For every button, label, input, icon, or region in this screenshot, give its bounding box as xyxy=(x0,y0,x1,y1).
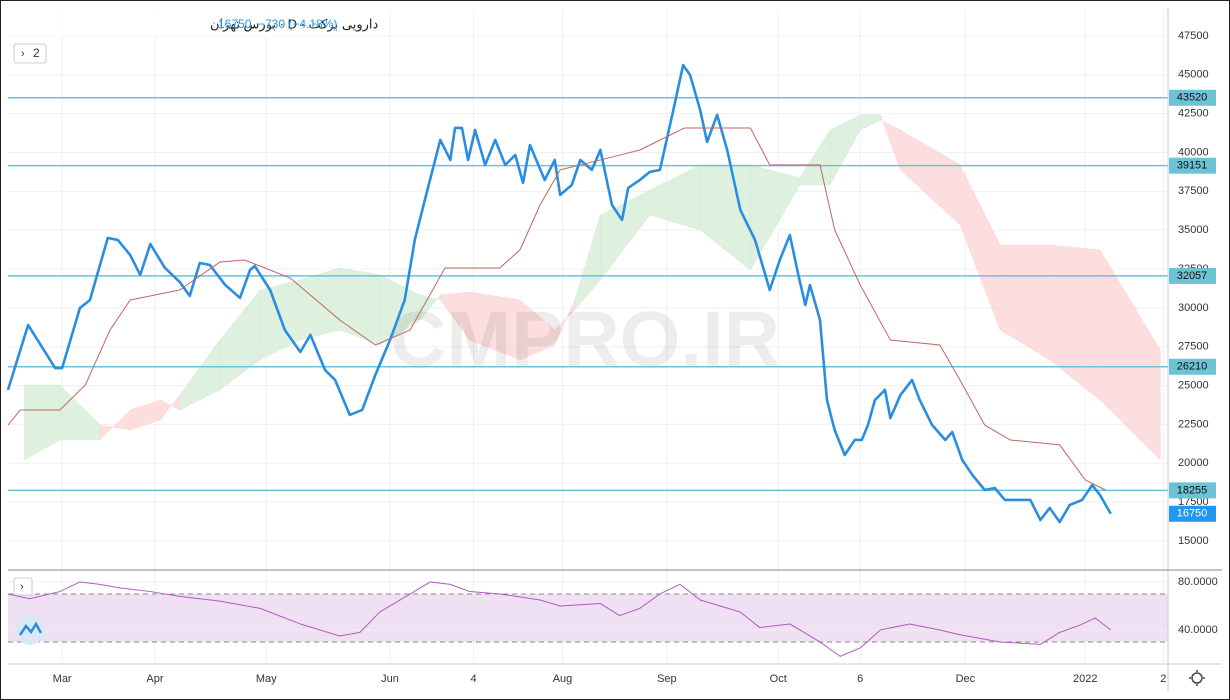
y-tick-label: 20000 xyxy=(1178,457,1209,469)
settings-icon-spokes xyxy=(1189,670,1205,686)
watermark: CMPRO.IR xyxy=(390,295,780,383)
level-tag xyxy=(1169,267,1216,284)
x-tick-label: Sep xyxy=(657,673,677,685)
y-tick-label: 27500 xyxy=(1178,341,1209,353)
y-tick-label: 47500 xyxy=(1178,30,1209,42)
last-price-tag xyxy=(1169,505,1216,522)
x-tick-label: Mar xyxy=(53,673,72,685)
chevron: › xyxy=(20,581,24,593)
x-tick-label: Apr xyxy=(146,673,163,685)
rsi-tick-label: 40.0000 xyxy=(1178,624,1218,636)
symbol-title: دارویی برکت · D · بورس تهران xyxy=(210,16,379,32)
y-tick-label: 37500 xyxy=(1178,185,1209,197)
indicator-toggle[interactable] xyxy=(13,43,47,64)
baseline xyxy=(7,127,1106,491)
y-tick-label: 25000 xyxy=(1178,379,1209,391)
rsi-toggle[interactable] xyxy=(13,577,33,596)
x-tick-label: May xyxy=(256,673,277,685)
x-tick-label: 4 xyxy=(470,673,476,685)
level-tag xyxy=(1169,482,1216,499)
x-tick-label: 2 xyxy=(1160,673,1166,685)
level-tag xyxy=(1169,89,1216,106)
level-label: 43520 xyxy=(1177,92,1208,104)
level-tag xyxy=(1169,157,1216,174)
x-tick-label: 6 xyxy=(857,673,863,685)
logo-mark xyxy=(18,621,43,636)
rsi-line xyxy=(7,581,1112,657)
x-tick-label: Aug xyxy=(553,673,573,685)
rsi-tick-label: 80.0000 xyxy=(1178,576,1218,588)
level-label: 39151 xyxy=(1177,160,1208,172)
settings-icon[interactable] xyxy=(1191,672,1203,684)
x-tick-label: Oct xyxy=(770,673,787,685)
y-tick-label: 42500 xyxy=(1178,108,1209,120)
y-tick-label: 22500 xyxy=(1178,418,1209,430)
price-line xyxy=(6,63,1112,524)
y-tick-label: 15000 xyxy=(1178,535,1209,547)
header-price: 16750 xyxy=(218,17,252,31)
cloud-segment xyxy=(300,267,341,341)
chevron: › xyxy=(21,48,25,60)
x-tick-label: Jun xyxy=(381,673,399,685)
y-tick-label: 30000 xyxy=(1178,302,1209,314)
x-tick-label: 2022 xyxy=(1073,673,1097,685)
y-tick-label: 40000 xyxy=(1178,146,1209,158)
level-tag xyxy=(1169,358,1216,375)
y-tick-label: 45000 xyxy=(1178,69,1209,81)
x-tick-label: Dec xyxy=(956,673,976,685)
level-label: 32057 xyxy=(1177,270,1208,282)
level-label: 18255 xyxy=(1177,484,1208,496)
y-tick-label: 35000 xyxy=(1178,224,1209,236)
over-layer: Mar Apr May Jun 4 Aug Sep Oct 6 Dec 2022 2 15000 1750… xyxy=(6,30,1218,685)
y-tick-label: 17500 xyxy=(1178,496,1209,508)
rsi-band-fill xyxy=(8,593,1168,642)
cloud-segment xyxy=(1099,249,1161,461)
level-label: 26210 xyxy=(1177,361,1208,373)
header-bg xyxy=(10,12,358,36)
header-change: −730 (−4.18%) xyxy=(258,17,337,31)
last-price-label: 16750 xyxy=(1177,508,1208,520)
indicator-count: 2 xyxy=(33,46,40,60)
